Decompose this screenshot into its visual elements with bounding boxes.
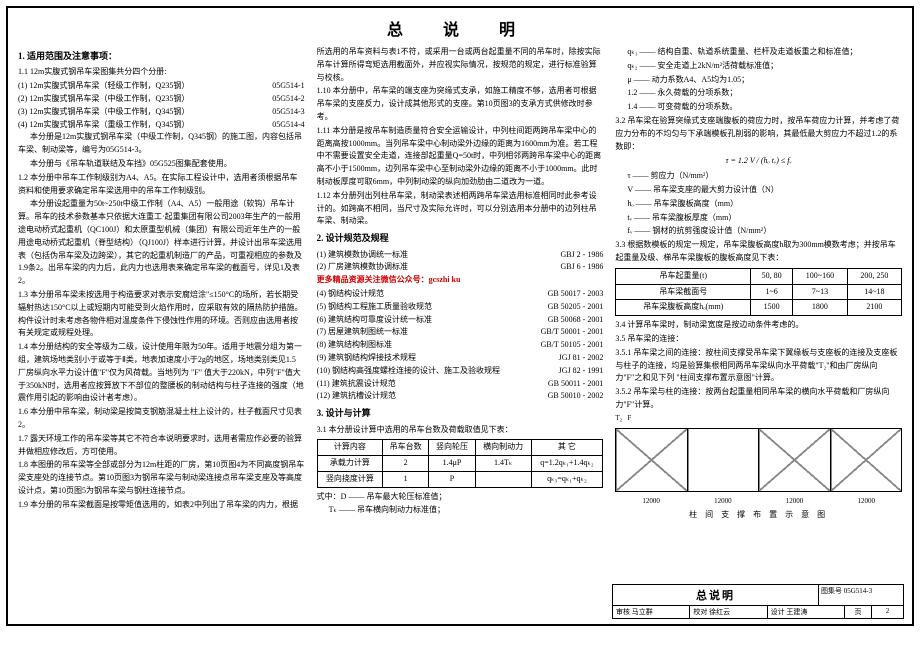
title-block: 总说明 图集号 05G514-3 审核 马立群 校对 徐红云 设计 王建涛 页 … xyxy=(612,584,904,619)
bracing-diagram xyxy=(615,428,902,492)
section-title: 3. 设计与计算 xyxy=(317,406,604,420)
paragraph: 1.8 本图册的吊车梁等全部或部分为12m柱距的厂房，第10页图4为不同高度钢吊… xyxy=(18,459,305,497)
table-row: 竖向挠度计算 1 P qₖ₃=qₖ₁+qₖ₂ xyxy=(317,471,603,487)
paragraph: 本分册与《吊车轨道联结及车挡》05G525图集配套使用。 xyxy=(18,158,305,171)
column-1: 1. 适用范围及注意事项： 1.1 12m实腹式钢吊车梁图集共分四个分册: (1… xyxy=(18,46,305,522)
paragraph: 本分册设起重量为50t~250t中级工作制（A4、A5）一般用途（软钩）吊车计算… xyxy=(18,198,305,288)
diagram-bay xyxy=(759,429,830,491)
spec-row: (2) 12m实腹式钢吊车梁（中级工作制，Q235钢）05G514-2 xyxy=(18,93,305,106)
formula: τ = 1.2 V / (hₒ tᵥ) ≤ fᵥ xyxy=(615,155,902,168)
diagram-bay xyxy=(616,429,687,491)
definition: hₒ —— 吊车梁腹板高度（mm） xyxy=(615,198,902,211)
sheet-no-label: 图集号 xyxy=(821,587,842,595)
definition: Tₖ —— 吊车横向制动力标准值； xyxy=(317,504,604,517)
paragraph: 1.6 本分册中吊车梁，制动梁是按简支钢筋混凝土柱上设计的，柱子截面尺寸见表2。 xyxy=(18,406,305,432)
table-row: 计算内容 吊车台数 竖向轮压 横向制动力 其 它 xyxy=(317,440,603,456)
diagram-force-labels: T₂ F xyxy=(615,413,902,424)
height-table: 吊车起重量(t) 50, 80 100~160 200, 250 吊车梁截面号 … xyxy=(615,268,902,316)
paragraph: 3.5 吊车梁的连接： xyxy=(615,333,902,346)
table-row: 吊车梁腹板高度hₒ(mm) 1500 1800 2100 xyxy=(616,300,902,316)
definition: fᵥ —— 钢材的抗剪强度设计值（N/mm²） xyxy=(615,225,902,238)
paragraph: 1.9 本分册的吊车梁截面是按零矩值选用的，如表2中列出了吊车梁的内力，根据 xyxy=(18,499,305,512)
spec-row: (9) 建筑钢结构焊接技术规程JGJ 81 - 2002 xyxy=(317,352,604,365)
paragraph: 1.12 本分册列出列柱吊车梁，制动梁表述相两跨吊车梁选用标准相同时此参考设计的… xyxy=(317,190,604,228)
spec-row: (1) 建筑模数协调统一标准GBJ 2 - 1986 xyxy=(317,249,604,262)
spec-row: (4) 钢结构设计规范GB 50017 - 2003 xyxy=(317,288,604,301)
diagram-dimensions: 12000 12000 12000 12000 xyxy=(615,496,902,507)
table-row: 吊车起重量(t) 50, 80 100~160 200, 250 xyxy=(616,268,902,284)
spec-row: (1) 12m实腹式钢吊车梁（轻级工作制，Q235钢）05G514-1 xyxy=(18,80,305,93)
paragraph: 1.3 本分册吊车梁未按选用于构造要求对表示安腐焙涂"≤150°C的场所，若长期… xyxy=(18,289,305,340)
definition: qₖ₁ —— 结构自重、轨道系统重量、栏杆及走道板重之和标准值； xyxy=(615,46,902,59)
spec-row: (10) 钢结构高强度螺栓连接的设计、施工及验收规程JGJ 82 - 1991 xyxy=(317,365,604,378)
spec-row: (5) 钢结构工程施工质量验收规范GB 50205 - 2001 xyxy=(317,301,604,314)
spec-row: (6) 建筑结构可靠度设计统一标准GB 50068 - 2001 xyxy=(317,314,604,327)
paragraph: 3.3 根据数模板的规定一规定，吊车梁腹板高度h取为300mm模数考虑；并按吊车… xyxy=(615,239,902,265)
definition: V —— 吊车梁支座的最大剪力设计值（N） xyxy=(615,184,902,197)
calc-table: 计算内容 吊车台数 竖向轮压 横向制动力 其 它 承载力计算 2 1.4μP 1… xyxy=(317,439,604,487)
sheet-no: 05G514-3 xyxy=(844,587,872,595)
definition: μ —— 动力系数A4、A5均为1.05； xyxy=(615,74,902,87)
paragraph: 1.11 本分册是按吊车制造质量符合安全运输设计，中列柱间距两跨吊车梁中心的距离… xyxy=(317,125,604,189)
main-title: 总 说 明 xyxy=(18,16,902,40)
page-border: 总 说 明 1. 适用范围及注意事项： 1.1 12m实腹式钢吊车梁图集共分四个… xyxy=(6,6,914,626)
paragraph: 1.2 本分册中吊车工作制级别为A4、A5。在实际工程设计中，选用者须根据吊车资… xyxy=(18,172,305,198)
paragraph: 1.10 本分册中，吊车梁的端支座为突缘式支承，如施工精度不够，选用者可根据吊车… xyxy=(317,85,604,123)
definition: 式中：D —— 吊车最大轮压标准值； xyxy=(317,491,604,504)
diagram-bay xyxy=(831,429,901,491)
approval-row: 审核 马立群 校对 徐红云 设计 王建涛 页 2 xyxy=(613,606,903,618)
definition: 1.4 —— 可变荷载的分项系数。 xyxy=(615,101,902,114)
section-title: 2. 设计规范及规程 xyxy=(317,231,604,245)
paragraph: 3.4 计算吊车梁时，制动梁宽度是按边动条件考虑的。 xyxy=(615,319,902,332)
spec-row: (3) 12m实腹式钢吊车梁（中级工作制，Q345钢）05G514-3 xyxy=(18,106,305,119)
spec-row: (2) 厂房建筑模数协调标准GBJ 6 - 1986 xyxy=(317,261,604,274)
paragraph: 3.2 吊车梁在验算突缘式支座端腹板的荷应力时，按吊车荷应力计算，并考虑了荷应力… xyxy=(615,115,902,153)
definition: qₖ₂ —— 安全走道上2kN/m²活荷载标准值； xyxy=(615,60,902,73)
diagram-caption: 柱 间 支 撑 布 置 示 意 图 xyxy=(615,509,902,522)
definition: tᵥ —— 吊车梁腹板厚度（mm） xyxy=(615,212,902,225)
paragraph: 1.7 露天环境工作的吊车梁等其它不符合本说明要求时，选用者需应作必要的验算并做… xyxy=(18,433,305,459)
paragraph: 1.4 本分册结构的安全等级为二级，设计使用年限为50年。适用于地震分组为第一组… xyxy=(18,341,305,405)
column-2: 所选用的吊车资料与表1不符，或采用一台或两台起重量不同的吊车时，除按实际吊车计算… xyxy=(317,46,604,522)
table-row: 吊车梁截面号 1~6 7~13 14~18 xyxy=(616,284,902,300)
paragraph: 3.5.1 吊车梁之间的连接：按柱间支撑受吊车梁下翼缘板与支座板的连接及支座板与… xyxy=(615,347,902,385)
paragraph: 1.1 12m实腹式钢吊车梁图集共分四个分册: xyxy=(18,66,305,79)
diagram-bay xyxy=(688,429,759,491)
spec-row: (7) 居屋建筑制图统一标准GB/T 50001 - 2001 xyxy=(317,326,604,339)
watermark-text: 更多精品资源关注微信公众号：gcszhi ku xyxy=(317,274,604,287)
drawing-title: 总说明 xyxy=(613,585,819,606)
table-row: 承载力计算 2 1.4μP 1.4Tₖ q=1.2qₖ₁+1.4qₖ₂ xyxy=(317,456,603,472)
section-title: 1. 适用范围及注意事项： xyxy=(18,49,305,63)
definition: 1.2 —— 永久荷载的分项系数； xyxy=(615,87,902,100)
spec-row: (8) 建筑结构制图标准GB/T 50105 - 2001 xyxy=(317,339,604,352)
spec-row: (12) 建筑抗槽设计规范GB 50010 - 2002 xyxy=(317,390,604,403)
column-3: qₖ₁ —— 结构自重、轨道系统重量、栏杆及走道板重之和标准值； qₖ₂ —— … xyxy=(615,46,902,522)
spec-row: (4) 12m实腹式钢吊车梁（重级工作制，Q345钢）05G514-4 xyxy=(18,119,305,132)
definition: τ —— 剪应力（N/mm²） xyxy=(615,170,902,183)
paragraph: 所选用的吊车资料与表1不符，或采用一台或两台起重量不同的吊车时，除按实际吊车计算… xyxy=(317,46,604,84)
spec-row: (11) 建筑抗震设计规范GB 50011 - 2001 xyxy=(317,378,604,391)
three-column-layout: 1. 适用范围及注意事项： 1.1 12m实腹式钢吊车梁图集共分四个分册: (1… xyxy=(18,46,902,522)
paragraph: 本分册是12m实腹式钢吊车梁（中级工作制，Q345钢）的施工图，内容包括吊车梁、… xyxy=(18,131,305,157)
paragraph: 3.1 本分册设计算中选用的吊车台数及荷载取值见下表： xyxy=(317,424,604,437)
paragraph: 3.5.2 吊车梁与柱的连接：按两台起重量相同吊车梁的横向水平荷载和厂房纵向力"… xyxy=(615,386,902,412)
